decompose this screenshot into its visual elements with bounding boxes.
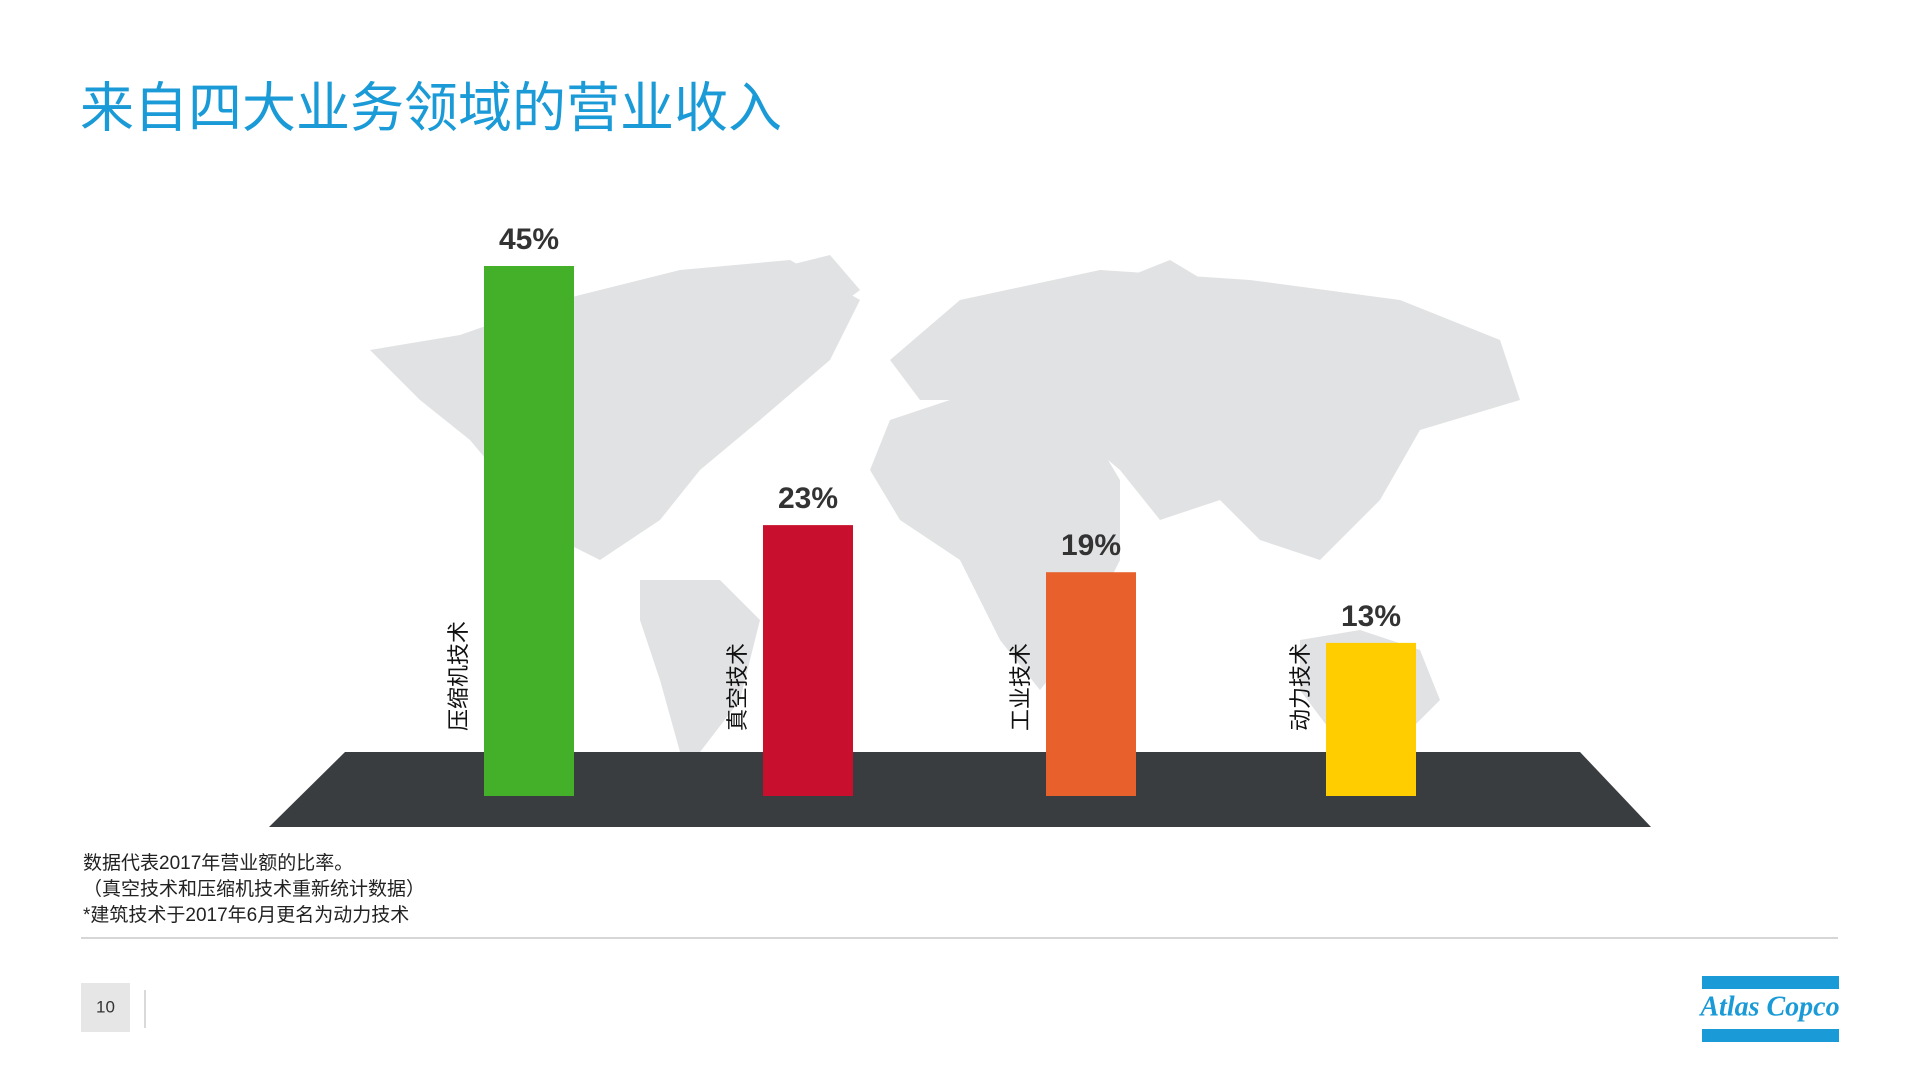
- bar: [484, 266, 574, 796]
- page-number-box: [81, 983, 130, 1032]
- category-label: 真空技术: [725, 643, 750, 731]
- value-label: 13%: [1341, 600, 1401, 633]
- value-label: 19%: [1061, 529, 1121, 562]
- chart-title: 来自四大业务领域的营业收入: [80, 78, 782, 138]
- category-label: 压缩机技术: [446, 621, 471, 731]
- logo: Atlas Copco: [1698, 991, 1839, 1022]
- bar: [763, 525, 853, 796]
- value-label: 23%: [778, 482, 838, 515]
- logo-bar-bottom: [1702, 1029, 1839, 1042]
- value-label: 45%: [499, 223, 559, 256]
- platform: [269, 752, 1651, 827]
- bar: [1046, 572, 1136, 796]
- page-number: 10: [96, 997, 115, 1016]
- category-label: 动力技术: [1288, 643, 1313, 731]
- bar: [1326, 642, 1416, 796]
- category-label: 工业技术: [1008, 643, 1033, 731]
- logo-bar-top: [1702, 976, 1839, 989]
- footnote: （真空技术和压缩机技术重新统计数据）: [83, 878, 425, 900]
- footnote: 数据代表2017年营业额的比率。: [83, 852, 353, 874]
- footnote: *建筑技术于2017年6月更名为动力技术: [83, 904, 409, 926]
